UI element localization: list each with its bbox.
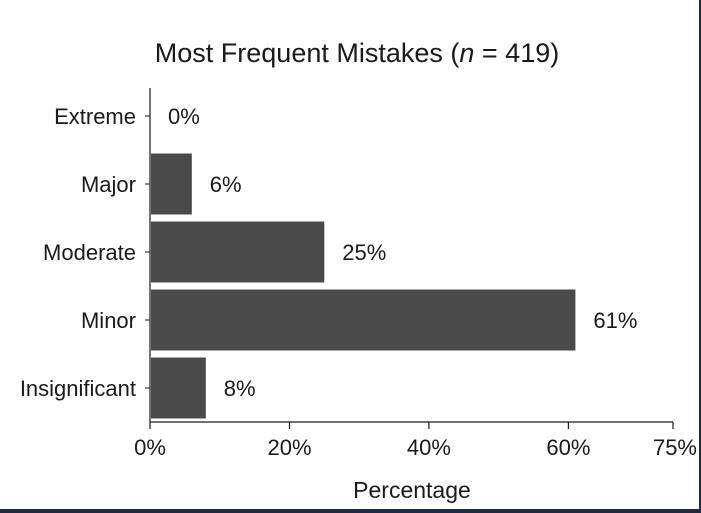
bar-major: [151, 153, 192, 215]
value-label-minor: 61%: [593, 308, 637, 333]
frame-border-right: [699, 0, 701, 513]
chart-title: Most Frequent Mistakes (n = 419): [155, 38, 559, 68]
category-label-moderate: Moderate: [43, 240, 136, 265]
x-tick-label-60: 60%: [546, 435, 590, 460]
bar-minor: [151, 289, 576, 351]
title-n-symbol: n: [459, 38, 474, 68]
category-label-minor: Minor: [81, 308, 136, 333]
value-label-insignificant: 8%: [224, 376, 256, 401]
title-main-text: Most Frequent Mistakes (: [155, 38, 460, 68]
frame-border-bottom: [0, 509, 701, 513]
x-axis-title: Percentage: [353, 477, 471, 503]
x-tick-label-75: 75%: [653, 435, 697, 460]
x-tick-label-40: 40%: [407, 435, 451, 460]
x-tick-label-0: 0%: [134, 435, 166, 460]
category-label-extreme: Extreme: [54, 104, 136, 129]
bar-insignificant: [151, 357, 206, 419]
category-label-major: Major: [81, 172, 136, 197]
bars-layer: 0% 6% 25% 61% 8%: [151, 104, 637, 419]
axes-layer: Extreme Major Moderate Minor Insignificant 0%…: [20, 88, 697, 460]
value-label-moderate: 25%: [342, 240, 386, 265]
bar-moderate: [151, 221, 325, 283]
category-label-insignificant: Insignificant: [20, 376, 136, 401]
title-rest-text: = 419): [474, 38, 559, 68]
value-label-major: 6%: [210, 172, 242, 197]
x-tick-label-20: 20%: [267, 435, 311, 460]
value-label-extreme: 0%: [168, 104, 200, 129]
